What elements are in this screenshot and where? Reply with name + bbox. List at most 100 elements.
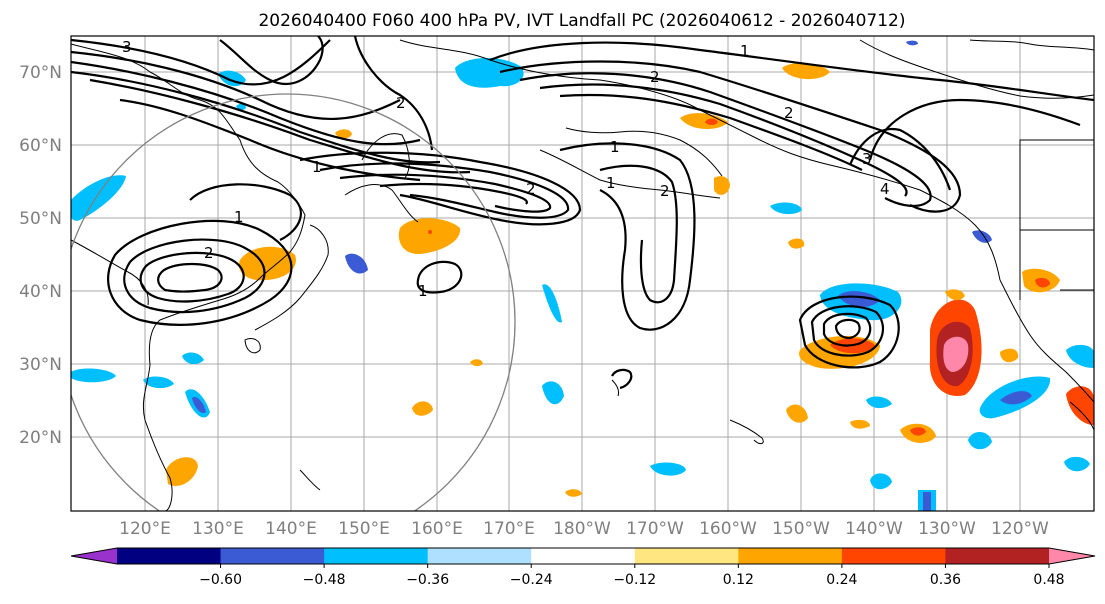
ivt-blob: [71, 175, 126, 221]
lon-label: 160°E: [411, 519, 463, 539]
ivt-blob: [166, 457, 198, 486]
lon-label: 140°W: [845, 519, 903, 539]
lon-label: 150°W: [772, 519, 830, 539]
lon-label: 140°E: [265, 519, 317, 539]
colorbar-box: [427, 548, 532, 564]
ivt-blob: [238, 246, 296, 281]
lon-label: 120°E: [119, 519, 171, 539]
ivt-blob: [972, 230, 992, 243]
lat-label: 40°N: [19, 282, 62, 302]
pv-contours: [71, 36, 1094, 390]
colorbar-tick-label: −0.12: [613, 572, 656, 588]
ivt-blob: [398, 218, 461, 255]
pv-contour-label: 3: [122, 38, 132, 56]
lon-label: 170°E: [483, 519, 535, 539]
colorbar-tick-label: 0.12: [723, 572, 754, 588]
ivt-blob: [542, 381, 564, 405]
ivt-blob: [1066, 344, 1094, 368]
ivt-blob: [943, 336, 969, 372]
colorbar-box: [531, 548, 636, 564]
lon-label: 180°W: [553, 519, 611, 539]
ivt-blob: [470, 359, 483, 367]
lat-label: 50°N: [19, 209, 62, 229]
range-circle: [71, 93, 516, 511]
ivt-blob: [850, 419, 870, 429]
ivt-blob: [143, 376, 174, 389]
colorbar-tick-label: 0.24: [826, 572, 857, 588]
lon-label: 120°W: [991, 519, 1049, 539]
ivt-blob: [1000, 348, 1019, 363]
lat-label: 60°N: [19, 136, 62, 156]
pv-contour-label: 2: [784, 104, 794, 122]
pv-contour-label: 1: [234, 208, 244, 226]
ivt-blob: [182, 352, 204, 365]
pv-contour-label: 2: [650, 68, 660, 86]
ivt-blob: [870, 473, 892, 490]
colorbar-box: [634, 548, 739, 564]
ivt-blob: [345, 253, 368, 274]
lat-label: 30°N: [19, 355, 62, 375]
ivt-blob: [705, 118, 718, 125]
ivt-blob: [412, 401, 433, 416]
lon-label: 170°W: [626, 519, 684, 539]
pv-contour-label: 2: [660, 182, 670, 200]
pv-contour-label: 4: [880, 180, 890, 198]
lon-label: 160°W: [699, 519, 757, 539]
ivt-blob: [335, 129, 352, 139]
ivt-blob: [786, 404, 808, 423]
pv-contour-label: 2: [526, 180, 536, 198]
ivt-blob: [1064, 456, 1090, 472]
latitude-labels: 70°N 60°N 50°N 40°N 30°N 20°N: [19, 63, 62, 448]
colorbar-box: [945, 548, 1050, 564]
ivt-blob: [866, 396, 892, 409]
pv-contour-labels: 1 1 1 1 1 1 2 2 2 2 2 2 3 3 4: [122, 38, 890, 300]
colorbar-outline: [70, 547, 1096, 565]
ivt-blob: [714, 176, 730, 195]
ivt-blob: [1066, 386, 1094, 425]
ivt-blob: [788, 238, 805, 249]
lon-label: 150°E: [338, 519, 390, 539]
ivt-blob: [923, 492, 931, 511]
colorbar-box: [117, 548, 222, 564]
graticule: [71, 36, 1094, 511]
map-frame: [70, 35, 1095, 512]
colorbar-box: [324, 548, 429, 564]
pv-contour-label: 1: [312, 158, 322, 176]
pv-contour-label: 2: [204, 244, 214, 262]
lon-label: 130°W: [918, 519, 976, 539]
colorbar-tick-label: −0.60: [199, 572, 242, 588]
ivt-blob: [906, 40, 918, 46]
colorbar-tick-label: 0.48: [1033, 572, 1064, 588]
pv-contour-label: 1: [610, 138, 620, 156]
colorbar-tick-label: −0.36: [406, 572, 449, 588]
ivt-blob: [945, 289, 965, 301]
ivt-blob: [71, 368, 116, 383]
pv-contour-label: 2: [396, 94, 406, 112]
colorbar-box: [738, 548, 843, 564]
ivt-blob: [542, 284, 562, 323]
ivt-blob: [192, 396, 206, 414]
ivt-blob: [565, 489, 582, 497]
ivt-blob: [1000, 391, 1032, 405]
pv-contour-label: 1: [418, 282, 428, 300]
ivt-blob: [968, 431, 992, 450]
map-panel: 1 1 1 1 1 1 2 2 2 2 2 2 3 3 4: [70, 35, 1095, 512]
lon-label: 130°E: [192, 519, 244, 539]
pv-contour-label: 1: [740, 42, 750, 60]
ivt-blob: [782, 63, 830, 80]
colorbar-tick-label: −0.48: [303, 572, 346, 588]
ivt-blob: [650, 462, 686, 476]
colorbar-box: [220, 548, 325, 564]
colorbar-extend-low: [71, 548, 117, 564]
colorbar-extend-high: [1049, 548, 1095, 564]
colorbar-tick-label: 0.36: [930, 572, 961, 588]
pv-contour-label: 3: [862, 150, 872, 168]
colorbar-box: [841, 548, 946, 564]
ivt-blob: [680, 113, 728, 130]
lat-label: 20°N: [19, 428, 62, 448]
colorbar: −0.60 −0.48 −0.36 −0.24 −0.12 0.12 0.24 0.36 0.4…: [70, 547, 1096, 588]
ivt-blob: [770, 202, 802, 215]
ivt-blob: [910, 427, 926, 436]
figure-title: 2026040400 F060 400 hPa PV, IVT Landfall…: [258, 11, 905, 31]
